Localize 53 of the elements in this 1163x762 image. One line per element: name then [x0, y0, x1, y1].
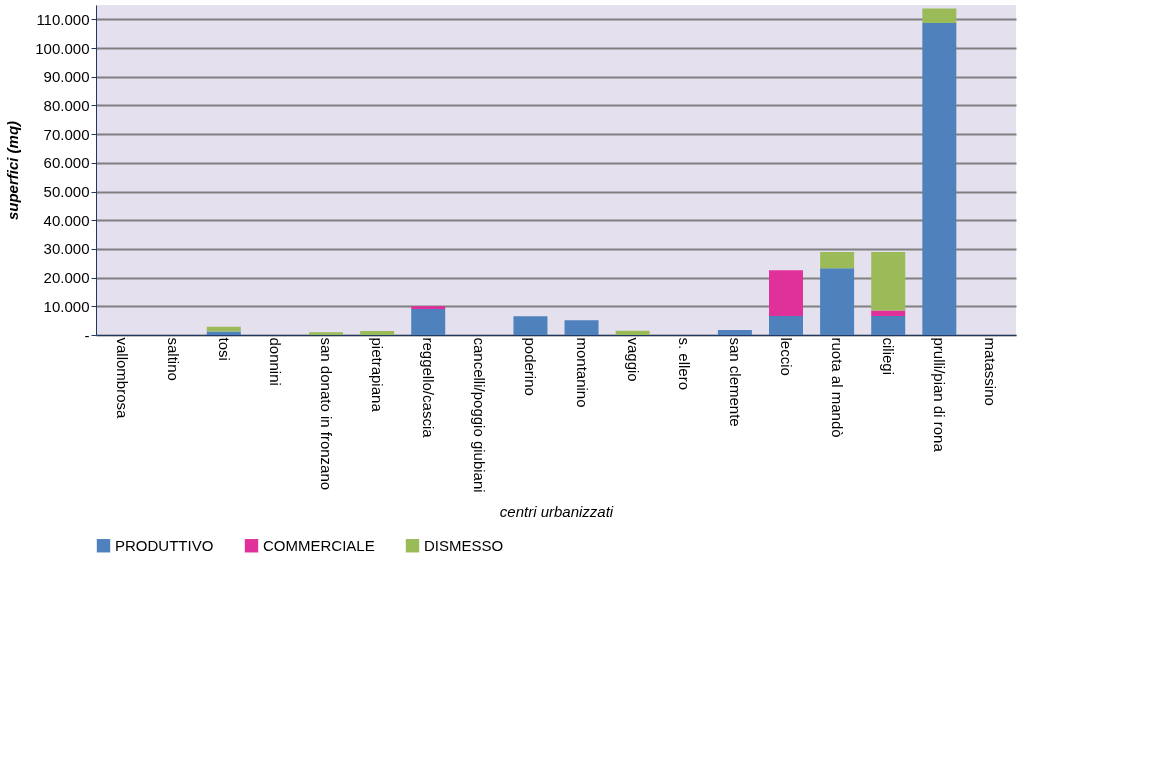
y-tick-label: 90.000: [43, 68, 90, 86]
bar: [513, 316, 548, 335]
x-tick-label: vallombrosa: [113, 337, 131, 420]
x-tick-label: s. ellero: [675, 337, 693, 391]
y-tick-label: 20.000: [43, 269, 90, 287]
x-tick-label: cancelli/poggio giubiani: [471, 337, 489, 493]
bar: [769, 316, 803, 335]
x-tick-label: montanino: [573, 337, 591, 408]
x-tick-label: leccio: [778, 337, 795, 376]
x-tick-label: vaggio: [624, 337, 642, 382]
bar: [411, 306, 446, 309]
bar: [564, 320, 599, 335]
y-tick-label: 70.000: [43, 125, 90, 143]
bar: [360, 330, 395, 335]
y-tick-label: 110.000: [36, 10, 90, 28]
x-tick-label: reggello/cascia: [420, 337, 438, 439]
bar: [411, 308, 446, 335]
bar: [922, 23, 957, 335]
x-tick-label: saltino: [164, 337, 182, 381]
bar: [769, 270, 803, 317]
x-tick-label: san clemente: [726, 337, 744, 427]
y-tick-label: 30.000: [43, 240, 90, 258]
y-tick-label: 40.000: [43, 211, 90, 229]
x-tick-label: matassino: [982, 337, 1000, 406]
bar: [820, 268, 855, 335]
x-tick-label: prulli/pian di rona: [931, 337, 949, 453]
legend-label: PRODUTTIVO: [115, 536, 214, 554]
y-tick-label: 50.000: [43, 183, 90, 201]
y-tick-label: 100.000: [35, 39, 90, 57]
x-tick-label: poderino: [522, 337, 540, 396]
bar: [309, 332, 343, 335]
legend-label: COMMERCIALE: [263, 536, 375, 554]
y-axis-title: superfici (mq): [4, 120, 22, 221]
bar: [871, 310, 906, 317]
bar: [206, 326, 241, 332]
bar: [922, 8, 957, 24]
y-tick-label: 60.000: [43, 154, 90, 172]
legend-label: DISMESSO: [424, 536, 504, 554]
x-tick-label: ruota al mandò: [829, 337, 847, 438]
bar: [717, 330, 752, 335]
x-tick-label: pietrapiana: [369, 337, 387, 413]
x-tick-label: donnini: [266, 337, 284, 386]
y-tick-label: 80.000: [43, 96, 90, 114]
x-tick-label: ciliegi: [880, 337, 898, 376]
x-tick-label: san donato in fronzano: [318, 337, 335, 491]
y-tick-label: 10.000: [43, 297, 90, 315]
bar: [871, 252, 906, 311]
x-tick-label: tosi: [215, 337, 233, 361]
bar: [871, 316, 906, 335]
bar: [820, 252, 855, 269]
x-axis-title: centri urbanizzati: [499, 502, 614, 520]
y-tick-label: -: [84, 326, 90, 344]
bar: [615, 330, 650, 335]
